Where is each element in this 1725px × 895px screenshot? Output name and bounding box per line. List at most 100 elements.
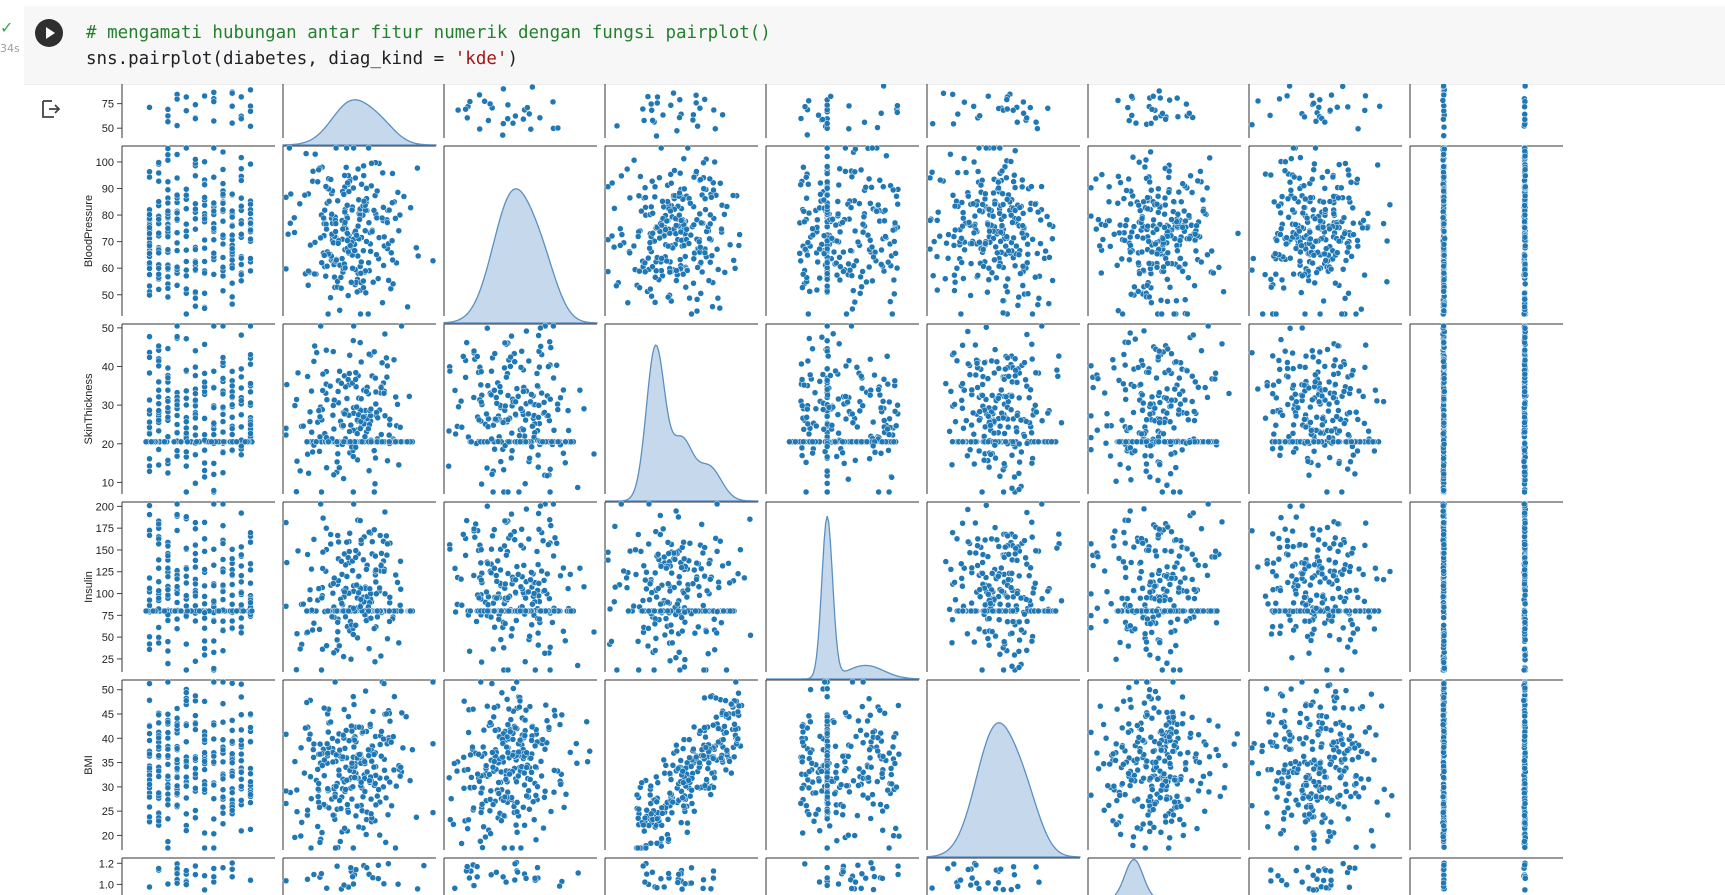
- scatter-point: [816, 245, 823, 253]
- scatter-point: [201, 519, 208, 526]
- code-cell[interactable]: # mengamati hubungan antar fitur numerik…: [24, 6, 1725, 85]
- pair-panel: [121, 144, 275, 325]
- scatter-point: [840, 460, 848, 467]
- scatter-point: [247, 160, 254, 168]
- scatter-point: [1058, 419, 1065, 427]
- scatter-point: [332, 228, 339, 235]
- pair-panel: [765, 322, 919, 503]
- scatter-point: [1287, 187, 1295, 194]
- scatter-point: [238, 629, 245, 637]
- scatter-point: [173, 527, 181, 534]
- pair-panel: [282, 500, 436, 681]
- scatter-point: [891, 219, 899, 227]
- scatter-point: [322, 183, 330, 190]
- scatter-point: [526, 110, 533, 118]
- scatter-point: [1288, 155, 1295, 162]
- scatter-point: [201, 609, 208, 616]
- scatter-point: [1308, 427, 1315, 434]
- scatter-point: [476, 125, 483, 133]
- scatter-point: [1521, 252, 1528, 260]
- scatter-point: [984, 438, 992, 446]
- scatter-point: [1521, 356, 1529, 364]
- scatter-point: [798, 376, 806, 383]
- scatter-point: [1029, 236, 1036, 243]
- scatter-point: [536, 114, 544, 122]
- scatter-point: [334, 388, 342, 395]
- scatter-point: [984, 288, 991, 296]
- scatter-point: [346, 428, 353, 435]
- scatter-point: [1146, 473, 1154, 481]
- scatter-point: [1286, 178, 1294, 186]
- scatter-point: [1272, 422, 1280, 429]
- run-cell-button[interactable]: [35, 19, 63, 47]
- scatter-point: [840, 248, 847, 256]
- scatter-point: [314, 178, 321, 186]
- scatter-point: [721, 211, 728, 218]
- scatter-point: [311, 342, 318, 350]
- scatter-point: [500, 85, 507, 93]
- scatter-point: [1178, 198, 1185, 206]
- scatter-point: [1156, 347, 1163, 355]
- scatter-point: [508, 332, 515, 340]
- scatter-point: [1126, 256, 1133, 264]
- scatter-point: [991, 404, 999, 412]
- scatter-point: [865, 175, 873, 183]
- scatter-point: [709, 303, 716, 310]
- scatter-point: [365, 144, 372, 152]
- scatter-point: [877, 110, 885, 117]
- scatter-point: [455, 403, 462, 411]
- scatter-point: [360, 172, 367, 179]
- scatter-point: [374, 275, 382, 282]
- scatter-point: [537, 324, 544, 332]
- scatter-point: [381, 330, 389, 338]
- code-editor[interactable]: # mengamati hubungan antar fitur numerik…: [86, 20, 771, 72]
- scatter-point: [845, 260, 852, 268]
- scatter-point: [1127, 291, 1135, 298]
- scatter-point: [803, 414, 810, 421]
- scatter-point: [228, 102, 236, 110]
- scatter-point: [164, 118, 172, 125]
- pair-panel: [282, 84, 437, 147]
- scatter-point: [500, 120, 507, 127]
- scatter-point: [1321, 386, 1329, 393]
- scatter-point: [346, 548, 353, 555]
- scatter-point: [1189, 372, 1196, 380]
- scatter-point: [1130, 223, 1138, 230]
- scatter-point: [1178, 446, 1186, 454]
- scatter-point: [681, 185, 688, 193]
- scatter-point: [951, 226, 959, 234]
- output-icon[interactable]: [40, 98, 62, 120]
- scatter-point: [933, 217, 941, 224]
- scatter-point: [397, 558, 404, 565]
- scatter-point: [220, 438, 227, 446]
- scatter-point: [360, 413, 367, 421]
- code-comment: # mengamati hubungan antar fitur numerik…: [86, 23, 771, 43]
- scatter-point: [608, 232, 616, 240]
- scatter-point: [824, 352, 832, 360]
- scatter-point: [1279, 412, 1286, 419]
- scatter-point: [797, 257, 804, 265]
- scatter-point: [1299, 209, 1307, 217]
- scatter-point: [540, 399, 548, 406]
- scatter-point: [982, 144, 990, 152]
- scatter-point: [640, 117, 648, 124]
- scatter-point: [809, 231, 817, 239]
- scatter-point: [809, 345, 816, 353]
- scatter-point: [164, 617, 172, 624]
- scatter-point: [363, 238, 370, 245]
- scatter-point: [854, 238, 862, 246]
- scatter-point: [1159, 110, 1166, 117]
- scatter-point: [1126, 424, 1134, 431]
- scatter-point: [982, 240, 989, 247]
- scatter-point: [238, 572, 245, 579]
- scatter-point: [374, 414, 381, 422]
- scatter-point: [1349, 204, 1356, 212]
- scatter-point: [451, 387, 459, 394]
- scatter-point: [680, 242, 688, 249]
- scatter-point: [1324, 346, 1331, 353]
- scatter-point: [801, 103, 809, 110]
- scatter-point: [949, 192, 957, 199]
- scatter-point: [648, 292, 655, 300]
- scatter-point: [1185, 235, 1193, 242]
- scatter-point: [325, 438, 332, 446]
